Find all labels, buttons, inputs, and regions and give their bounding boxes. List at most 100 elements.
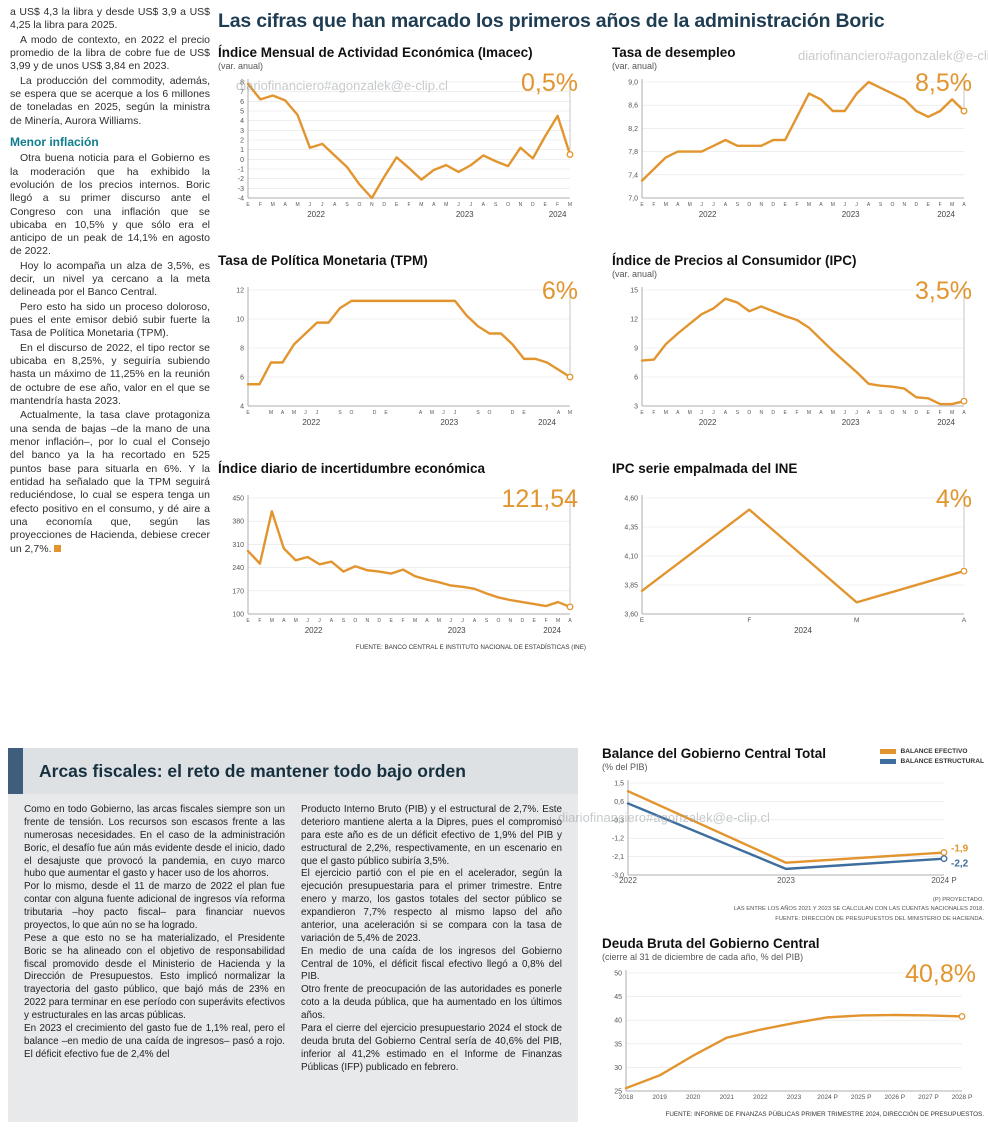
svg-text:A: A <box>330 618 334 624</box>
svg-text:0: 0 <box>240 157 244 164</box>
svg-text:3: 3 <box>634 404 638 411</box>
chart-card-incertidumbre: Índice diario de incertidumbre económica… <box>218 461 586 651</box>
arcas-paragraph: Pese a que esto no se ha materializado, … <box>24 932 285 1021</box>
svg-text:E: E <box>783 410 787 416</box>
svg-text:A: A <box>482 202 486 208</box>
svg-text:2023: 2023 <box>842 210 860 219</box>
chart-subtitle: (var. anual) <box>218 61 264 71</box>
svg-text:A: A <box>962 202 966 208</box>
svg-text:A: A <box>867 410 871 416</box>
svg-text:10: 10 <box>236 317 244 324</box>
svg-text:J: J <box>461 618 464 624</box>
svg-text:40: 40 <box>614 1017 622 1024</box>
article-paragraph: a US$ 4,3 la libra y desde US$ 3,9 a US$… <box>10 6 210 32</box>
svg-text:4,35: 4,35 <box>624 525 638 532</box>
ipc-ine-line-chart: 4,60 4,35 4,10 3,85 3,60E F M A 2024 <box>624 494 968 635</box>
chart-title: Tasa de Política Monetaria (TPM) <box>218 253 428 268</box>
svg-text:M: M <box>413 618 417 624</box>
svg-text:M: M <box>269 410 273 416</box>
svg-text:S: S <box>342 618 346 624</box>
svg-text:2024 P: 2024 P <box>817 1094 838 1101</box>
tpm-latest-value: 6% <box>541 277 578 305</box>
svg-text:J: J <box>321 202 324 208</box>
chart-title: Índice Mensual de Actividad Económica (I… <box>218 45 533 60</box>
svg-text:A: A <box>473 618 477 624</box>
svg-text:E: E <box>544 202 548 208</box>
svg-text:7,8: 7,8 <box>628 149 638 156</box>
svg-text:2023: 2023 <box>456 210 474 219</box>
desempleo-latest-value: 8,5% <box>915 69 972 97</box>
chart-subtitle: (% del PIB) <box>602 762 648 772</box>
svg-text:2024: 2024 <box>538 418 556 427</box>
efectivo-swatch-icon <box>880 749 897 754</box>
svg-text:2023: 2023 <box>777 876 795 885</box>
svg-text:4: 4 <box>240 118 244 125</box>
svg-text:F: F <box>402 618 405 624</box>
svg-text:-0,3: -0,3 <box>612 817 624 824</box>
svg-text:D: D <box>373 410 377 416</box>
end-of-article-icon <box>54 544 62 552</box>
estructural-swatch-icon <box>880 759 897 764</box>
svg-text:2028 P: 2028 P <box>952 1094 973 1101</box>
svg-text:J: J <box>855 202 858 208</box>
legend-item-efectivo: BALANCE EFECTIVO <box>880 748 984 755</box>
chart-subtitle: (var. anual) <box>612 269 658 279</box>
svg-text:M: M <box>831 410 835 416</box>
svg-text:100: 100 <box>232 612 244 619</box>
article-paragraph: Otra buena noticia para el Gobierno es l… <box>10 152 210 258</box>
svg-text:J: J <box>700 410 703 416</box>
svg-text:O: O <box>747 410 751 416</box>
arcas-fiscales-box: Arcas fiscales: el reto de mantener todo… <box>8 748 578 1122</box>
svg-text:-2,1: -2,1 <box>612 854 624 861</box>
svg-text:M: M <box>419 202 423 208</box>
arcas-column-2: Producto Interno Bruto (PIB) y el estruc… <box>301 804 562 1074</box>
arcas-paragraph: Como en todo Gobierno, las arcas fiscale… <box>24 804 285 880</box>
article-paragraph: La producción del commodity, además, se … <box>10 74 210 127</box>
svg-text:9,0: 9,0 <box>628 80 638 87</box>
svg-text:D: D <box>771 410 775 416</box>
svg-text:M: M <box>294 618 298 624</box>
chart-card-ipc-ine: IPC serie empalmada del INE 4% 4,60 4,35 4… <box>612 461 980 651</box>
imacec-latest-value: 0,5% <box>521 69 578 97</box>
svg-text:S: S <box>476 410 480 416</box>
svg-text:E: E <box>533 618 537 624</box>
svg-text:F: F <box>545 618 548 624</box>
svg-text:12: 12 <box>630 317 638 324</box>
svg-text:J: J <box>843 202 846 208</box>
svg-text:2022: 2022 <box>699 418 717 427</box>
svg-text:8,6: 8,6 <box>628 103 638 110</box>
svg-text:-2,2: -2,2 <box>951 859 969 870</box>
svg-text:S: S <box>736 202 740 208</box>
svg-text:35: 35 <box>614 1041 622 1048</box>
svg-text:J: J <box>470 202 473 208</box>
svg-text:A: A <box>724 202 728 208</box>
svg-text:J: J <box>457 202 460 208</box>
svg-text:M: M <box>807 410 811 416</box>
desempleo-line-chart: 9,08,68,27,87,47,0E F M A M J J A S O N D E F M A M J J A S O… <box>628 78 968 219</box>
svg-text:A: A <box>281 410 285 416</box>
svg-text:6: 6 <box>634 375 638 382</box>
svg-text:M: M <box>854 617 859 624</box>
svg-text:3: 3 <box>240 128 244 135</box>
svg-text:3,60: 3,60 <box>624 612 638 619</box>
svg-text:M: M <box>271 202 275 208</box>
section-headline: Las cifras que han marcado los primeros … <box>218 10 885 32</box>
svg-text:F: F <box>939 202 942 208</box>
chart-subtitle: (var. anual) <box>612 61 658 71</box>
svg-text:4,60: 4,60 <box>624 496 638 503</box>
arcas-header: Arcas fiscales: el reto de mantener todo… <box>8 748 578 794</box>
svg-text:2022: 2022 <box>302 418 320 427</box>
svg-text:A: A <box>724 410 728 416</box>
svg-text:M: M <box>950 202 954 208</box>
chart-title: Tasa de desempleo <box>612 45 736 60</box>
svg-text:-4: -4 <box>238 196 244 203</box>
article-paragraph-text: Actualmente, la tasa clave protagoniza u… <box>10 409 210 555</box>
svg-text:4: 4 <box>240 404 244 411</box>
svg-text:N: N <box>519 202 523 208</box>
svg-text:J: J <box>712 202 715 208</box>
svg-text:D: D <box>914 410 918 416</box>
